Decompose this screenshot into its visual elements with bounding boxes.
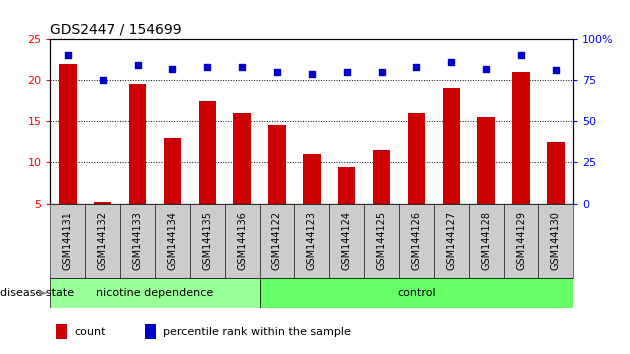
Bar bbox=[547, 142, 564, 204]
Bar bbox=[338, 166, 355, 204]
Text: GSM144125: GSM144125 bbox=[377, 211, 387, 270]
Bar bbox=[50, 204, 85, 278]
Text: percentile rank within the sample: percentile rank within the sample bbox=[163, 327, 351, 337]
Bar bbox=[129, 84, 146, 204]
Point bbox=[272, 69, 282, 75]
Bar bbox=[155, 204, 190, 278]
Point bbox=[168, 66, 178, 72]
Text: control: control bbox=[397, 288, 436, 298]
Bar bbox=[190, 204, 225, 278]
Text: GSM144134: GSM144134 bbox=[168, 211, 178, 270]
Bar bbox=[120, 204, 155, 278]
Bar bbox=[85, 204, 120, 278]
Text: disease state: disease state bbox=[0, 288, 74, 298]
Text: ►: ► bbox=[39, 288, 47, 298]
Text: GSM144123: GSM144123 bbox=[307, 211, 317, 270]
Text: GSM144132: GSM144132 bbox=[98, 211, 108, 270]
Bar bbox=[373, 150, 391, 204]
Point bbox=[132, 62, 142, 68]
Bar bbox=[364, 204, 399, 278]
Point bbox=[411, 64, 421, 70]
Point bbox=[341, 69, 352, 75]
Point bbox=[202, 64, 212, 70]
Bar bbox=[234, 113, 251, 204]
Point bbox=[98, 77, 108, 83]
Bar bbox=[260, 278, 573, 308]
Point bbox=[307, 71, 317, 76]
Bar bbox=[50, 278, 260, 308]
Bar bbox=[268, 125, 286, 204]
Bar bbox=[59, 64, 77, 204]
Point bbox=[377, 69, 387, 75]
Bar bbox=[164, 138, 181, 204]
Bar bbox=[434, 204, 469, 278]
Point bbox=[237, 64, 247, 70]
Bar bbox=[303, 154, 321, 204]
Text: GSM144128: GSM144128 bbox=[481, 211, 491, 270]
Bar bbox=[294, 204, 329, 278]
Bar bbox=[260, 204, 294, 278]
Bar bbox=[512, 72, 530, 204]
Text: nicotine dependence: nicotine dependence bbox=[96, 288, 214, 298]
Bar bbox=[469, 204, 503, 278]
Point bbox=[551, 67, 561, 73]
Bar bbox=[539, 204, 573, 278]
Bar bbox=[94, 202, 112, 204]
Bar bbox=[329, 204, 364, 278]
Text: GSM144131: GSM144131 bbox=[63, 211, 73, 270]
Bar bbox=[198, 101, 216, 204]
Bar bbox=[408, 113, 425, 204]
Bar bbox=[144, 324, 156, 339]
Text: GSM144122: GSM144122 bbox=[272, 211, 282, 270]
Text: GDS2447 / 154699: GDS2447 / 154699 bbox=[50, 22, 182, 36]
Text: GSM144136: GSM144136 bbox=[237, 211, 247, 270]
Text: GSM144127: GSM144127 bbox=[446, 211, 456, 270]
Bar bbox=[55, 324, 67, 339]
Point bbox=[63, 52, 73, 58]
Text: count: count bbox=[74, 327, 105, 337]
Point bbox=[516, 52, 526, 58]
Bar bbox=[443, 88, 460, 204]
Bar bbox=[478, 117, 495, 204]
Text: GSM144135: GSM144135 bbox=[202, 211, 212, 270]
Text: GSM144124: GSM144124 bbox=[341, 211, 352, 270]
Bar bbox=[503, 204, 539, 278]
Bar bbox=[225, 204, 260, 278]
Point bbox=[481, 66, 491, 72]
Text: GSM144133: GSM144133 bbox=[132, 211, 142, 270]
Text: GSM144126: GSM144126 bbox=[411, 211, 421, 270]
Bar bbox=[399, 204, 434, 278]
Text: GSM144130: GSM144130 bbox=[551, 211, 561, 270]
Point bbox=[446, 59, 456, 65]
Text: GSM144129: GSM144129 bbox=[516, 211, 526, 270]
